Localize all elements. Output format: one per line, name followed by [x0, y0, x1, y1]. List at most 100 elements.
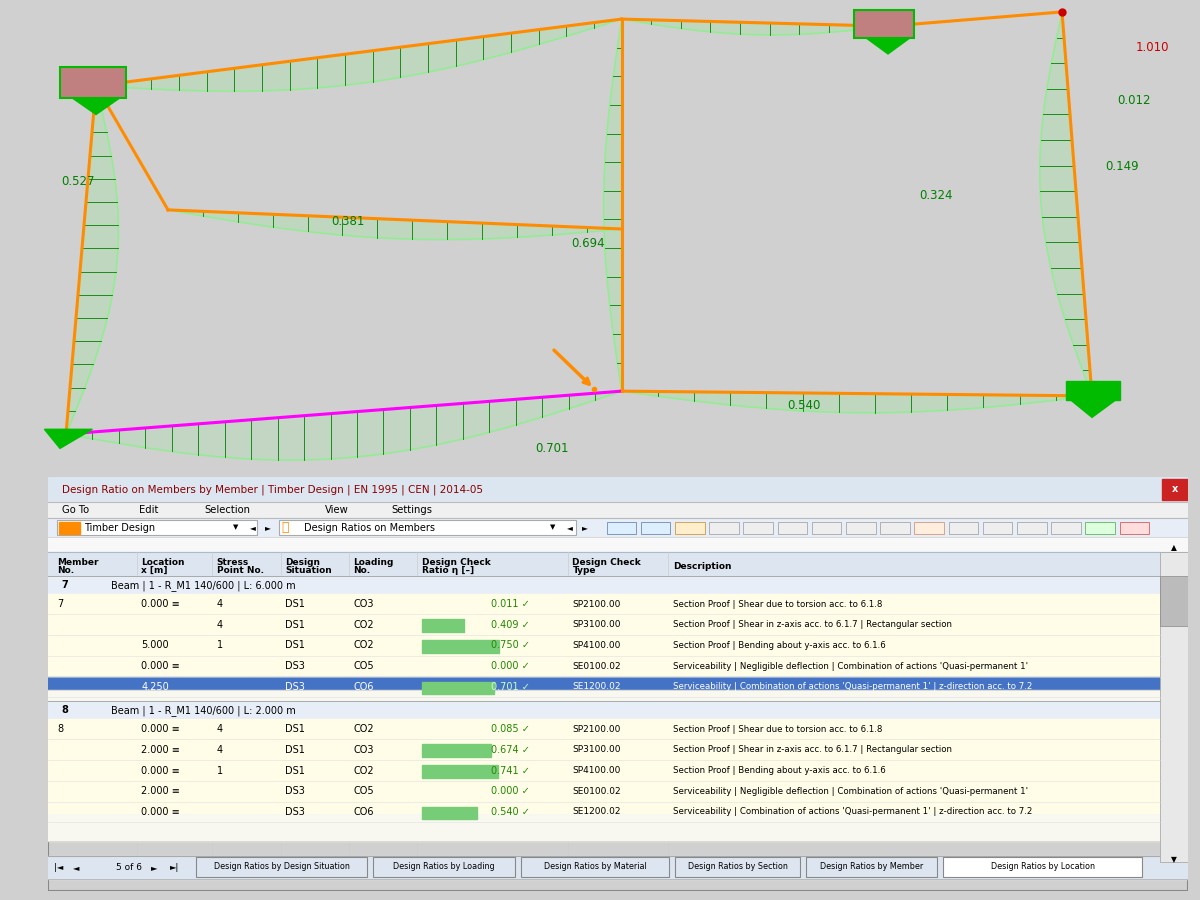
Text: Situation: Situation — [286, 565, 332, 574]
Text: CO2: CO2 — [354, 724, 374, 734]
Text: ▼: ▼ — [550, 525, 554, 530]
Text: 0.000 ≡: 0.000 ≡ — [142, 599, 180, 609]
Text: Stress: Stress — [217, 558, 248, 567]
Text: DS1: DS1 — [286, 766, 305, 776]
Polygon shape — [72, 98, 120, 114]
Text: SP4100.00: SP4100.00 — [572, 766, 620, 775]
Text: Design Ratios by Material: Design Ratios by Material — [544, 862, 647, 871]
Text: 0.000 ≡: 0.000 ≡ — [142, 662, 180, 671]
Text: Design Ratios by Design Situation: Design Ratios by Design Situation — [214, 862, 349, 871]
Text: Section Proof | Shear in z-axis acc. to 6.1.7 | Rectangular section: Section Proof | Shear in z-axis acc. to … — [673, 620, 952, 629]
Text: SE0100.02: SE0100.02 — [572, 662, 622, 670]
Text: 0.000 ✓: 0.000 ✓ — [492, 787, 530, 796]
Bar — [422, 744, 491, 757]
Bar — [607, 522, 636, 534]
Bar — [1162, 480, 1188, 500]
Text: SP3100.00: SP3100.00 — [572, 745, 620, 754]
Text: SE1200.02: SE1200.02 — [572, 682, 620, 691]
Text: 0.540 ✓: 0.540 ✓ — [491, 807, 530, 817]
Text: DS1: DS1 — [286, 599, 305, 609]
Text: Serviceability | Negligible deflection | Combination of actions 'Quasi-permanent: Serviceability | Negligible deflection |… — [673, 787, 1028, 796]
Text: 1: 1 — [217, 641, 223, 651]
Polygon shape — [44, 429, 92, 448]
Text: Serviceability | Combination of actions 'Quasi-permanent 1' | z-direction acc. t: Serviceability | Combination of actions … — [673, 682, 1032, 691]
Bar — [674, 857, 800, 878]
Bar — [48, 701, 1159, 719]
Text: 1.010: 1.010 — [1135, 41, 1169, 54]
Text: Section Proof | Shear in z-axis acc. to 6.1.7 | Rectangular section: Section Proof | Shear in z-axis acc. to … — [673, 745, 952, 754]
Text: ►: ► — [151, 863, 157, 872]
Text: 2.000 ≡: 2.000 ≡ — [142, 745, 180, 755]
Text: ▼: ▼ — [1171, 855, 1177, 864]
Bar — [1120, 522, 1150, 534]
Bar — [854, 10, 914, 38]
Bar — [914, 522, 944, 534]
Bar — [422, 681, 494, 694]
Text: Type: Type — [572, 565, 596, 574]
Text: 0.701 ✓: 0.701 ✓ — [491, 682, 530, 692]
Text: Location: Location — [142, 558, 185, 567]
Text: CO5: CO5 — [354, 662, 374, 671]
Text: 0.000 ✓: 0.000 ✓ — [492, 662, 530, 671]
Bar — [422, 640, 499, 652]
Text: Serviceability | Negligible deflection | Combination of actions 'Quasi-permanent: Serviceability | Negligible deflection |… — [673, 662, 1028, 670]
Bar — [48, 477, 1188, 502]
Text: Design Ratio on Members by Member | Timber Design | EN 1995 | CEN | 2014-05: Design Ratio on Members by Member | Timb… — [61, 484, 482, 495]
Text: 4: 4 — [217, 745, 223, 755]
Text: Design Ratios by Section: Design Ratios by Section — [688, 862, 787, 871]
Text: Design Ratios on Members: Design Ratios on Members — [305, 523, 436, 533]
Bar — [846, 522, 876, 534]
Text: Beam | 1 - R_M1 140/600 | L: 2.000 m: Beam | 1 - R_M1 140/600 | L: 2.000 m — [110, 705, 295, 716]
Text: CO2: CO2 — [354, 766, 374, 776]
Bar — [422, 806, 478, 819]
Text: 0.011 ✓: 0.011 ✓ — [492, 599, 530, 609]
Bar — [1051, 522, 1081, 534]
Text: CO6: CO6 — [354, 807, 374, 817]
Bar — [48, 553, 1159, 576]
Text: 0.694: 0.694 — [571, 237, 605, 250]
Text: 0.085 ✓: 0.085 ✓ — [491, 724, 530, 734]
Polygon shape — [866, 38, 910, 54]
Bar — [48, 635, 1159, 656]
Text: Description: Description — [673, 562, 731, 571]
Text: 1: 1 — [217, 766, 223, 776]
Bar — [48, 576, 1159, 594]
Text: Go To: Go To — [61, 505, 89, 515]
Bar — [881, 522, 910, 534]
Bar — [1159, 576, 1188, 626]
Text: SP3100.00: SP3100.00 — [572, 620, 620, 629]
Bar — [60, 522, 80, 534]
Text: 0.701: 0.701 — [535, 442, 569, 454]
Text: 0.000 ≡: 0.000 ≡ — [142, 724, 180, 734]
Text: Section Proof | Bending about y-axis acc. to 6.1.6: Section Proof | Bending about y-axis acc… — [673, 641, 886, 650]
Text: 4: 4 — [217, 599, 223, 609]
Text: Design Check: Design Check — [572, 558, 641, 567]
Bar — [521, 857, 670, 878]
Text: Design Ratios by Member: Design Ratios by Member — [820, 862, 923, 871]
Text: 0.674 ✓: 0.674 ✓ — [491, 745, 530, 755]
Text: SP2100.00: SP2100.00 — [572, 724, 620, 733]
Text: 0.324: 0.324 — [919, 189, 953, 202]
Bar — [806, 857, 937, 878]
Bar — [943, 857, 1142, 878]
Text: CO3: CO3 — [354, 599, 374, 609]
Text: |◄: |◄ — [54, 863, 64, 872]
Text: Settings: Settings — [391, 505, 432, 515]
Bar — [811, 522, 841, 534]
Bar — [949, 522, 978, 534]
Text: DS1: DS1 — [286, 745, 305, 755]
Bar — [674, 522, 704, 534]
Text: Edit: Edit — [139, 505, 158, 515]
Text: SE0100.02: SE0100.02 — [572, 787, 622, 796]
Text: ►: ► — [265, 523, 270, 532]
Text: 7: 7 — [58, 599, 64, 609]
Text: ►: ► — [582, 523, 587, 532]
Bar — [280, 520, 576, 535]
Text: 0.012: 0.012 — [1117, 94, 1151, 107]
Bar — [58, 520, 257, 535]
Text: Design: Design — [286, 558, 320, 567]
Text: DS1: DS1 — [286, 620, 305, 630]
Text: 8: 8 — [58, 724, 64, 734]
Text: Serviceability | Combination of actions 'Quasi-permanent 1' | z-direction acc. t: Serviceability | Combination of actions … — [673, 807, 1032, 816]
Bar — [48, 656, 1159, 677]
